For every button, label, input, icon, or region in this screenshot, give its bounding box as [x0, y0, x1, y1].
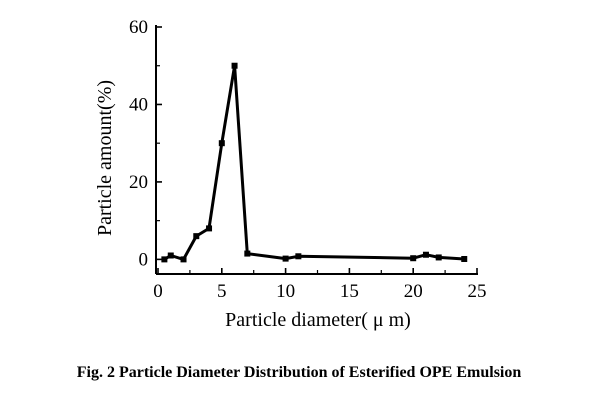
- data-point: [422, 251, 429, 258]
- figure-caption: Fig. 2 Particle Diameter Distribution of…: [76, 364, 522, 381]
- data-point: [161, 256, 168, 263]
- data-point: [218, 140, 225, 147]
- data-point: [461, 255, 468, 262]
- data-point: [193, 233, 200, 240]
- data-series: [161, 62, 468, 263]
- y-axis-title: Particle amount(%): [94, 80, 116, 236]
- data-point: [231, 62, 238, 69]
- y-tick-label: 40: [129, 94, 148, 115]
- axes: [155, 25, 478, 275]
- x-tick-label: 10: [276, 281, 295, 302]
- x-tick-label: 5: [217, 281, 227, 302]
- y-tick-label: 60: [129, 17, 148, 38]
- data-point: [167, 252, 174, 259]
- y-tick-label: 0: [139, 249, 149, 270]
- data-point: [244, 250, 251, 257]
- x-tick-label: 0: [153, 281, 163, 302]
- data-point: [410, 255, 417, 262]
- x-axis-title: Particle diameter( μ m): [225, 309, 411, 331]
- data-point: [295, 253, 302, 260]
- data-point: [282, 255, 289, 262]
- x-tick-label: 20: [404, 281, 423, 302]
- x-tick-label: 15: [340, 281, 359, 302]
- data-point: [435, 254, 442, 261]
- data-point: [206, 225, 213, 232]
- ticks: 0 20 40 60 0 5 10 15 20 25: [129, 17, 487, 302]
- data-point: [180, 256, 187, 263]
- y-tick-label: 20: [129, 172, 148, 193]
- x-tick-label: 25: [468, 281, 487, 302]
